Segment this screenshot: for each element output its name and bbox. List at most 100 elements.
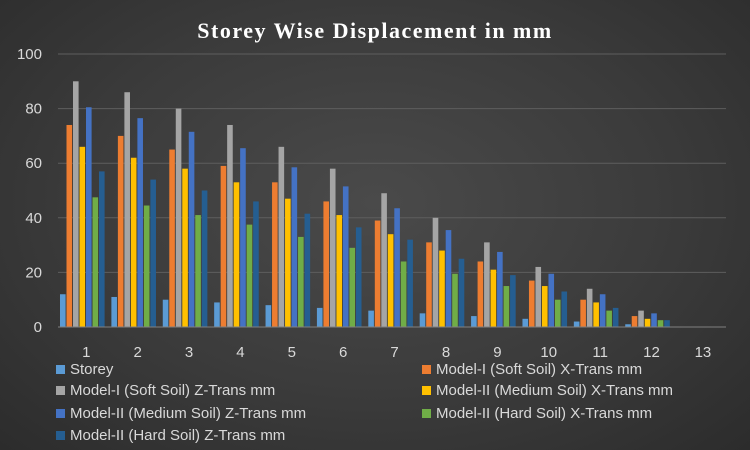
legend-label: Model-I (Soft Soil) Z-Trans mm: [70, 382, 275, 399]
x-tick-label: 2: [134, 344, 142, 361]
x-tick-label: 9: [493, 344, 501, 361]
bar-storey-storey-1: [60, 294, 66, 327]
bar-model-ii-hard-soil-z-trans-mm-storey-8: [458, 258, 465, 327]
legend-swatch: [56, 386, 65, 395]
bar-model-ii-medium-soil-x-trans-mm-storey-5: [285, 198, 291, 327]
bar-model-i-soft-soil-x-trans-mm-storey-7: [374, 220, 381, 327]
y-tick-label: 20: [25, 264, 42, 281]
bar-model-ii-hard-soil-z-trans-mm-storey-9: [510, 275, 516, 327]
bar-model-ii-medium-soil-x-trans-mm-storey-9: [490, 269, 497, 327]
legend-label: Model-II (Hard Soil) Z-Trans mm: [70, 427, 285, 444]
bar-model-ii-medium-soil-z-trans-mm-storey-7: [394, 208, 400, 327]
bar-model-i-soft-soil-z-trans-mm-storey-3: [175, 108, 182, 327]
x-axis-tick-labels: 1 2 3 4 5 6 7 8 9 10 11 12 13: [82, 344, 711, 361]
bar-model-ii-hard-soil-z-trans-mm-storey-3: [201, 190, 208, 327]
bar-model-ii-hard-soil-x-trans-mm-storey-7: [400, 261, 407, 327]
y-axis-tick-labels: 0 20 40 60 80 100: [17, 46, 42, 336]
bar-model-ii-medium-soil-x-trans-mm-storey-3: [182, 168, 188, 327]
bar-model-ii-hard-soil-z-trans-mm-storey-7: [407, 239, 413, 327]
x-tick-label: 12: [643, 344, 660, 361]
bar-storey-storey-10: [522, 318, 529, 327]
bar-model-i-soft-soil-z-trans-mm-storey-7: [381, 193, 387, 327]
y-tick-label: 100: [17, 46, 42, 63]
bar-storey-storey-9: [471, 316, 477, 327]
bar-model-ii-medium-soil-z-trans-mm-storey-11: [599, 294, 606, 327]
bar-model-ii-hard-soil-z-trans-mm-storey-11: [612, 307, 619, 327]
legend-swatch: [422, 409, 431, 418]
bar-model-ii-hard-soil-z-trans-mm-storey-5: [304, 213, 311, 327]
bar-model-i-soft-soil-z-trans-mm-storey-5: [278, 146, 285, 327]
bar-model-i-soft-soil-x-trans-mm-storey-12: [631, 316, 638, 327]
bar-model-ii-hard-soil-x-trans-mm-storey-12: [657, 320, 664, 327]
bar-model-ii-hard-soil-x-trans-mm-storey-11: [606, 310, 612, 327]
bar-model-ii-hard-soil-z-trans-mm-storey-2: [150, 179, 156, 327]
x-tick-label: 11: [592, 344, 608, 361]
legend-swatch: [422, 386, 431, 395]
y-tick-label: 80: [25, 101, 42, 118]
bar-model-ii-hard-soil-x-trans-mm-storey-9: [503, 286, 510, 327]
bar-model-i-soft-soil-x-trans-mm-storey-5: [272, 182, 278, 327]
x-tick-label: 3: [185, 344, 193, 361]
bar-model-ii-medium-soil-x-trans-mm-storey-6: [336, 215, 343, 327]
x-tick-label: 1: [82, 344, 90, 361]
bar-model-ii-hard-soil-x-trans-mm-storey-2: [143, 205, 150, 327]
bar-model-i-soft-soil-x-trans-mm-storey-3: [169, 149, 175, 327]
bar-model-ii-medium-soil-x-trans-mm-storey-11: [593, 302, 599, 327]
bar-model-ii-medium-soil-z-trans-mm-storey-3: [188, 131, 195, 327]
legend-item: Model-II (Hard Soil) Z-Trans mm: [56, 427, 285, 444]
bar-model-ii-hard-soil-z-trans-mm-storey-4: [253, 201, 259, 327]
bar-model-ii-medium-soil-z-trans-mm-storey-10: [548, 273, 555, 327]
bar-model-i-soft-soil-x-trans-mm-storey-4: [220, 165, 227, 327]
bar-model-ii-hard-soil-x-trans-mm-storey-8: [452, 273, 458, 327]
bar-storey-storey-2: [111, 296, 117, 327]
y-tick-label: 0: [34, 319, 42, 336]
bar-model-ii-medium-soil-z-trans-mm-storey-5: [291, 167, 298, 327]
bar-model-ii-hard-soil-x-trans-mm-storey-5: [298, 236, 304, 327]
bar-model-i-soft-soil-x-trans-mm-storey-2: [117, 135, 124, 327]
bar-model-ii-medium-soil-z-trans-mm-storey-1: [86, 107, 92, 327]
legend-label: Model-II (Hard Soil) X-Trans mm: [436, 405, 652, 422]
bar-model-i-soft-soil-z-trans-mm-storey-8: [432, 217, 439, 327]
bar-model-i-soft-soil-x-trans-mm-storey-1: [66, 124, 73, 327]
bar-model-i-soft-soil-z-trans-mm-storey-4: [227, 124, 233, 327]
bar-model-ii-hard-soil-z-trans-mm-storey-10: [561, 291, 568, 327]
x-tick-label: 13: [695, 344, 712, 361]
bar-storey-storey-3: [162, 299, 169, 327]
bar-model-ii-medium-soil-x-trans-mm-storey-4: [233, 182, 240, 327]
legend-item: Model-II (Medium Soil) Z-Trans mm: [56, 405, 306, 422]
bar-model-ii-medium-soil-z-trans-mm-storey-8: [445, 230, 452, 327]
legend-label: Model-II (Medium Soil) X-Trans mm: [436, 382, 673, 399]
legend-item: Storey: [56, 361, 114, 378]
legend-item: Model-II (Hard Soil) X-Trans mm: [422, 405, 652, 422]
bar-storey-storey-6: [316, 307, 323, 327]
y-tick-label: 60: [25, 155, 42, 172]
legend: Storey Model-I (Soft Soil) X-Trans mm Mode…: [56, 361, 673, 444]
x-tick-label: 8: [442, 344, 450, 361]
legend-label: Model-I (Soft Soil) X-Trans mm: [436, 361, 642, 378]
chart-title: Storey Wise Displacement in mm: [197, 18, 552, 43]
x-tick-label: 7: [390, 344, 398, 361]
bar-model-ii-medium-soil-x-trans-mm-storey-10: [541, 286, 548, 327]
bar-model-ii-medium-soil-z-trans-mm-storey-12: [651, 313, 657, 327]
bar-storey-storey-7: [368, 310, 374, 327]
legend-swatch: [56, 365, 65, 374]
bar-model-i-soft-soil-z-trans-mm-storey-6: [329, 168, 336, 327]
x-tick-label: 6: [339, 344, 347, 361]
bar-model-ii-hard-soil-x-trans-mm-storey-1: [92, 197, 99, 327]
bar-model-ii-hard-soil-x-trans-mm-storey-4: [246, 224, 253, 327]
bar-model-i-soft-soil-z-trans-mm-storey-9: [484, 242, 490, 327]
bar-model-i-soft-soil-x-trans-mm-storey-11: [580, 299, 586, 327]
bar-model-ii-medium-soil-z-trans-mm-storey-4: [240, 148, 246, 327]
bar-storey-storey-4: [214, 302, 220, 327]
bar-model-i-soft-soil-x-trans-mm-storey-9: [477, 261, 484, 327]
legend-item: Model-I (Soft Soil) X-Trans mm: [422, 361, 642, 378]
bar-model-i-soft-soil-x-trans-mm-storey-8: [426, 242, 432, 327]
legend-label: Model-II (Medium Soil) Z-Trans mm: [70, 405, 306, 422]
bar-model-ii-medium-soil-x-trans-mm-storey-2: [130, 157, 137, 327]
x-tick-label: 5: [288, 344, 296, 361]
bar-model-ii-medium-soil-x-trans-mm-storey-12: [644, 318, 651, 327]
bar-model-ii-medium-soil-z-trans-mm-storey-2: [137, 118, 143, 327]
legend-label: Storey: [70, 361, 114, 378]
bar-storey-storey-5: [265, 305, 272, 327]
